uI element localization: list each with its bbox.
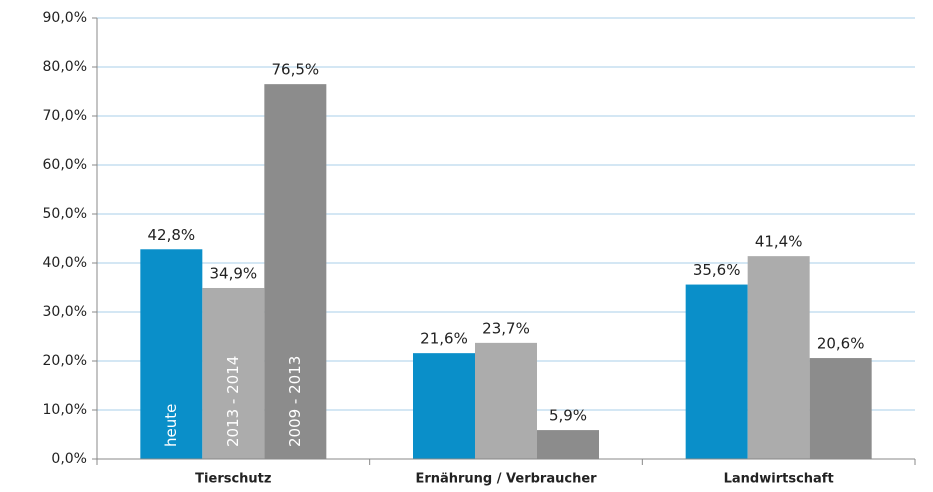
- bar: [475, 342, 537, 459]
- bar: [809, 358, 872, 459]
- bar: [140, 249, 203, 459]
- y-tick-label: 0,0%: [51, 451, 87, 467]
- series-label: heute: [162, 404, 180, 447]
- value-label: 42,8%: [148, 226, 196, 244]
- bar: [537, 430, 599, 459]
- y-tick-label: 80,0%: [43, 59, 87, 75]
- value-label: 23,7%: [482, 319, 530, 337]
- bar: [747, 256, 810, 459]
- value-label: 34,9%: [210, 264, 258, 282]
- y-tick-label: 30,0%: [43, 304, 87, 320]
- bar: [413, 353, 475, 459]
- x-tick-label: Ernährung / Verbraucher: [415, 472, 597, 487]
- series-label: 2013 - 2014: [224, 356, 242, 447]
- bar: [202, 287, 265, 459]
- x-tick-label: Landwirtschaft: [724, 472, 834, 487]
- series-label: 2009 - 2013: [286, 356, 304, 447]
- y-tick-label: 10,0%: [43, 402, 87, 418]
- x-tick-label: Tierschutz: [195, 472, 271, 487]
- bar: [264, 84, 327, 460]
- value-label: 35,6%: [693, 261, 741, 279]
- y-tick-label: 90,0%: [43, 10, 87, 26]
- value-label: 76,5%: [272, 61, 320, 79]
- value-label: 20,6%: [817, 335, 865, 353]
- value-label: 5,9%: [549, 407, 587, 425]
- y-tick-label: 60,0%: [43, 157, 87, 173]
- y-tick-label: 50,0%: [43, 206, 87, 222]
- y-tick-label: 20,0%: [43, 353, 87, 369]
- y-tick-label: 40,0%: [43, 255, 87, 271]
- value-label: 21,6%: [420, 330, 468, 348]
- y-tick-label: 70,0%: [43, 108, 87, 124]
- value-label: 41,4%: [755, 233, 803, 251]
- bar: [685, 284, 748, 459]
